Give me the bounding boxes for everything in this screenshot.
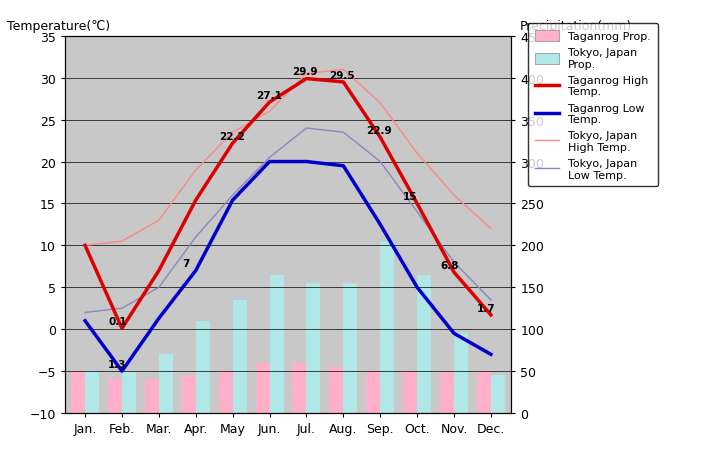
Bar <box>108 380 122 413</box>
Text: 7: 7 <box>182 259 189 269</box>
Bar <box>307 284 320 413</box>
Bar <box>181 375 196 413</box>
Bar <box>417 275 431 413</box>
Bar <box>491 375 505 413</box>
Bar <box>85 371 99 413</box>
Bar <box>329 367 343 413</box>
Bar <box>233 300 247 413</box>
Bar <box>440 371 454 413</box>
Text: 29.5: 29.5 <box>330 71 355 81</box>
Bar <box>145 380 159 413</box>
Legend: Taganrog Prop., Tokyo, Japan
Prop., Taganrog High
Temp., Taganrog Low
Temp., Tok: Taganrog Prop., Tokyo, Japan Prop., Taga… <box>528 24 658 187</box>
Bar <box>159 354 173 413</box>
Bar <box>477 371 491 413</box>
Bar <box>454 334 468 413</box>
Bar <box>380 241 395 413</box>
Text: Temperature(℃): Temperature(℃) <box>6 20 110 33</box>
Bar <box>292 363 307 413</box>
Text: 27.1: 27.1 <box>256 91 282 101</box>
Text: Precipitation(mm): Precipitation(mm) <box>520 20 632 33</box>
Bar <box>71 371 85 413</box>
Text: 6.8: 6.8 <box>440 260 459 270</box>
Text: 0.1: 0.1 <box>108 317 127 326</box>
Bar <box>343 284 357 413</box>
Bar <box>256 363 269 413</box>
Bar <box>269 275 284 413</box>
Bar <box>219 371 233 413</box>
Text: 22.9: 22.9 <box>366 126 392 136</box>
Text: 22.2: 22.2 <box>219 132 245 142</box>
Text: 1.7: 1.7 <box>477 303 495 313</box>
Bar <box>403 371 417 413</box>
Bar <box>122 371 136 413</box>
Text: 1.3: 1.3 <box>108 359 127 369</box>
Text: 29.9: 29.9 <box>292 67 318 77</box>
Bar <box>366 371 380 413</box>
Bar <box>196 321 210 413</box>
Text: 15: 15 <box>403 192 418 202</box>
